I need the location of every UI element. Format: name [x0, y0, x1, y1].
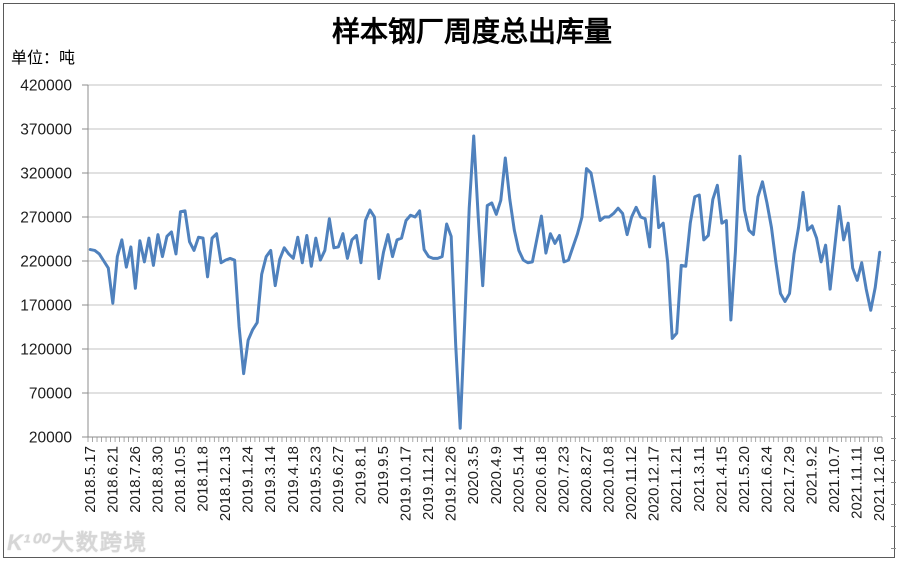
x-tick-label: 2021.4.15 — [713, 446, 730, 513]
y-tick-label: 70000 — [29, 386, 72, 403]
x-tick-label: 2018.10.5 — [172, 446, 189, 513]
x-tick-label: 2020.7.23 — [555, 446, 572, 513]
y-tick-label: 170000 — [20, 298, 72, 315]
x-tick-label: 2020.8.27 — [578, 446, 595, 513]
y-tick-label: 220000 — [20, 254, 72, 271]
unit-label: 单位：吨 — [11, 50, 76, 67]
x-tick-label: 2021.3.11 — [691, 446, 708, 512]
x-tick-label: 2019.5.23 — [307, 446, 324, 513]
x-tick-label: 2019.11.21 — [420, 446, 437, 520]
x-tick-label: 2018.12.13 — [217, 446, 234, 521]
x-tick-label: 2020.11.12 — [623, 446, 640, 520]
chart-title: 样本钢厂周度总出库量 — [331, 17, 612, 48]
y-tick-label: 120000 — [20, 342, 72, 359]
x-tick-label: 2021.6.24 — [758, 446, 775, 513]
watermark: K¹⁰⁰ 大数跨境 — [7, 525, 148, 557]
x-tick-label: 2021.11.11 — [849, 446, 866, 519]
x-tick-label: 2020.3.5 — [465, 446, 482, 504]
x-tick-label: 2019.3.14 — [262, 446, 279, 513]
watermark-text: 大数跨境 — [51, 530, 148, 555]
x-tick-label: 2019.6.27 — [330, 446, 347, 513]
y-tick-label: 270000 — [20, 210, 72, 227]
x-tick-label: 2018.5.17 — [82, 446, 99, 513]
right-axis-ticks — [891, 20, 896, 558]
x-tick-label: 2020.4.9 — [488, 446, 505, 504]
x-tick-label: 2019.9.5 — [375, 446, 392, 504]
y-tick-label: 420000 — [20, 78, 72, 95]
x-tick-label: 2021.7.29 — [781, 446, 798, 513]
x-tick-label: 2019.8.1 — [352, 446, 369, 504]
watermark-logo-icon: K¹⁰⁰ — [7, 530, 48, 555]
x-tick-label: 2018.7.26 — [127, 446, 144, 513]
x-tick-label: 2019.10.17 — [398, 446, 415, 521]
x-tick-label: 2021.5.20 — [736, 446, 753, 513]
x-tick-label: 2020.10.8 — [601, 446, 618, 513]
y-tick-label: 320000 — [20, 166, 72, 183]
x-tick-label: 2020.5.14 — [510, 446, 527, 513]
x-tick-label: 2021.1.21 — [668, 446, 685, 513]
x-tick-label: 2020.12.17 — [646, 446, 663, 521]
x-tick-label: 2020.6.18 — [533, 446, 550, 513]
x-tick-label: 2019.1.24 — [240, 446, 257, 513]
x-tick-label: 2018.6.21 — [104, 446, 121, 513]
x-tick-label: 2021.9.2 — [804, 446, 821, 504]
x-tick-label: 2018.8.30 — [149, 446, 166, 513]
y-tick-label: 20000 — [29, 430, 72, 447]
x-tick-label: 2019.12.26 — [443, 446, 460, 521]
x-tick-label: 2021.10.7 — [826, 446, 843, 513]
data-series-line — [88, 134, 882, 430]
x-tick-label: 2019.4.18 — [285, 446, 302, 513]
y-tick-label: 370000 — [20, 122, 72, 139]
x-tick-label: 2018.11.8 — [195, 446, 212, 512]
x-tick-label: 2021.12.16 — [871, 446, 888, 521]
